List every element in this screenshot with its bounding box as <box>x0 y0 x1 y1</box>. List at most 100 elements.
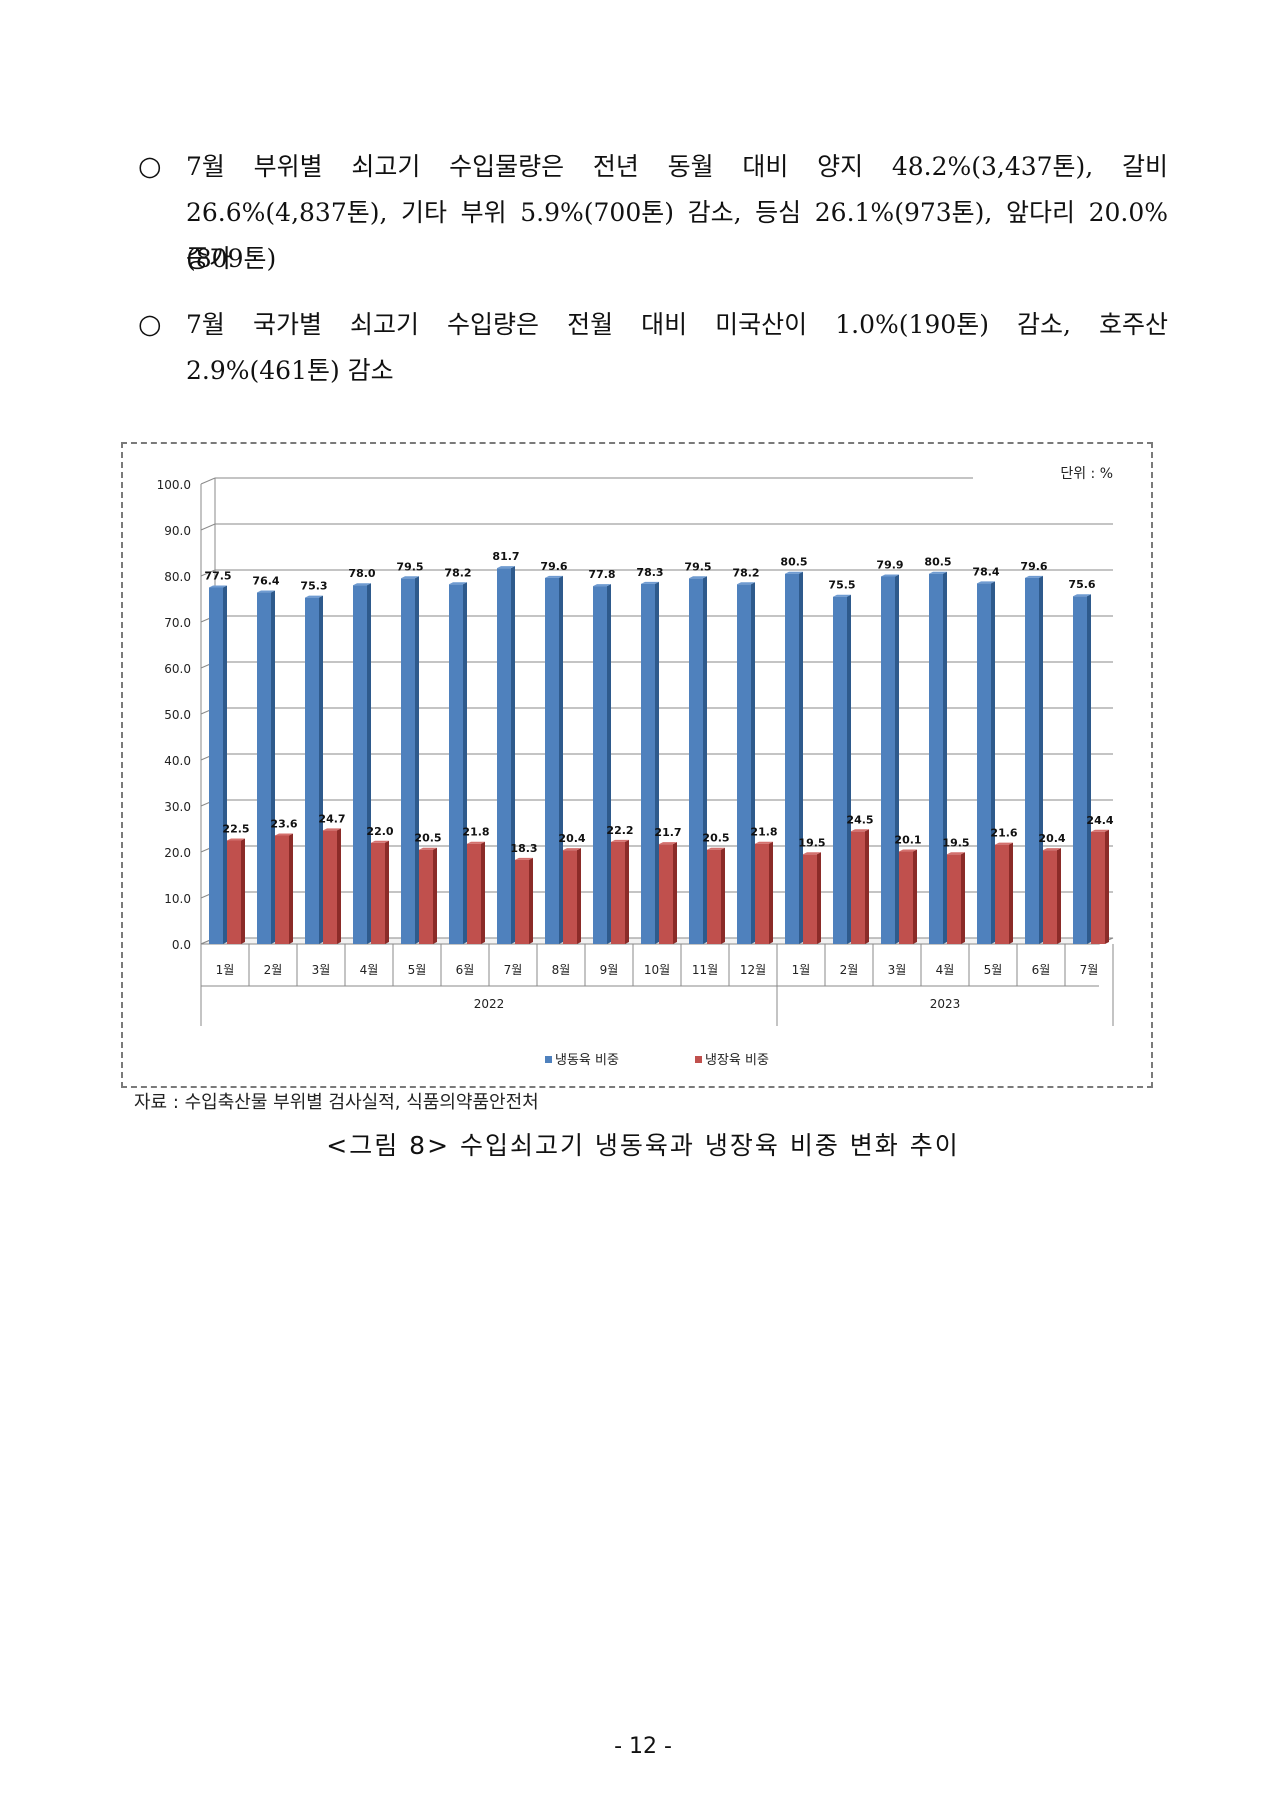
x-tick-label: 1월 <box>216 963 235 977</box>
bar-top <box>995 842 1013 845</box>
bullet-circle-icon: ○ <box>138 309 162 340</box>
data-label: 18.3 <box>510 842 537 855</box>
bar-side <box>271 590 275 944</box>
bar-top <box>227 838 245 841</box>
data-label: 22.2 <box>606 824 633 837</box>
bar-frozen <box>881 576 895 944</box>
source-note: 자료 : 수입축산물 부위별 검사실적, 식품의약품안전처 <box>134 1092 539 1113</box>
data-label: 20.5 <box>702 832 729 845</box>
x-tick-label: 7월 <box>1080 963 1099 977</box>
data-label: 80.5 <box>924 556 951 569</box>
bar-top <box>257 590 275 593</box>
x-tick-label: 11월 <box>692 963 718 977</box>
bar-chilled <box>707 849 721 944</box>
bar-chilled <box>611 841 625 944</box>
bar-side <box>607 584 611 944</box>
data-label: 24.5 <box>846 813 873 826</box>
bar-frozen <box>449 584 463 944</box>
bar-top <box>305 595 323 598</box>
bar-side <box>991 581 995 944</box>
bar-chilled <box>899 851 913 944</box>
bullet-1-line-2: 26.6%(4,837톤), 기타 부위 5.9%(700톤) 감소, 등심 2… <box>186 198 1168 273</box>
bar-frozen <box>401 578 415 944</box>
data-label: 79.5 <box>396 560 423 573</box>
bar-chilled <box>851 831 865 944</box>
bar-side <box>1039 575 1043 944</box>
bar-top <box>401 576 419 579</box>
bar-frozen <box>209 587 223 944</box>
y-tick-label: 80.0 <box>164 570 191 584</box>
bar-side <box>721 847 725 944</box>
bar-top <box>833 594 851 597</box>
data-label: 77.8 <box>588 568 615 581</box>
bar-top <box>371 840 389 843</box>
bar-top <box>1073 594 1091 597</box>
bar-side <box>319 595 323 944</box>
group-label: 2022 <box>474 997 505 1011</box>
bar-side <box>817 852 821 944</box>
bar-top <box>1043 848 1061 851</box>
bar-chilled <box>755 843 769 944</box>
chart-frame: 0.0 10.0 20.0 30.0 40.0 50.0 60.0 70.0 80.0 90.0 1… <box>121 442 1153 1088</box>
y-tick-label: 0.0 <box>172 938 191 952</box>
gridline-depth <box>200 523 216 531</box>
bullet-paragraph-1: ○ 7월 부위별 쇠고기 수입물량은 전년 동월 대비 양지 48.2%(3,4… <box>138 144 1168 284</box>
x-tick-label: 6월 <box>1032 963 1051 977</box>
bar-top <box>977 581 995 584</box>
bar-top <box>641 581 659 584</box>
bar-top <box>353 583 371 586</box>
bar-frozen <box>305 597 319 944</box>
y-tick-label: 40.0 <box>164 754 191 768</box>
x-tick-label: 1월 <box>792 963 811 977</box>
bar-side <box>511 566 515 944</box>
bar-top <box>419 847 437 850</box>
bar-top <box>593 584 611 587</box>
bar-chilled <box>803 854 817 944</box>
x-tick-label: 4월 <box>936 963 955 977</box>
bar-chart: 0.0 10.0 20.0 30.0 40.0 50.0 60.0 70.0 80.0 90.0 1… <box>157 466 1114 1068</box>
bar-top <box>449 582 467 585</box>
x-tick-label: 5월 <box>984 963 1003 977</box>
data-label: 19.5 <box>942 836 969 849</box>
bar-side <box>847 594 851 944</box>
bar-top <box>899 849 917 852</box>
data-label: 21.6 <box>990 827 1017 840</box>
bar-top <box>755 841 773 844</box>
bar-top <box>785 571 803 574</box>
gridline-depth <box>200 569 216 577</box>
x-tick-label: 4월 <box>360 963 379 977</box>
data-label: 19.5 <box>798 836 825 849</box>
data-label: 21.8 <box>462 826 489 839</box>
bar-top <box>851 829 869 832</box>
bar-frozen <box>929 573 943 944</box>
bar-top <box>881 574 899 577</box>
bar-side <box>367 583 371 944</box>
bar-frozen <box>257 592 271 944</box>
bar-side <box>769 841 773 944</box>
bar-chilled <box>947 854 961 944</box>
data-label: 78.2 <box>444 566 471 579</box>
bar-chilled <box>227 840 241 944</box>
bar-side <box>625 839 629 944</box>
bar-side <box>433 847 437 944</box>
bar-frozen <box>977 583 991 944</box>
x-tick-label: 3월 <box>312 963 331 977</box>
y-tick-label: 20.0 <box>164 846 191 860</box>
unit-label: 단위 : % <box>1060 466 1113 482</box>
bar-chilled <box>515 859 529 944</box>
legend-swatch <box>545 1056 552 1063</box>
bullet-2-line-2: 2.9%(461톤) 감소 <box>186 356 394 385</box>
data-label: 22.0 <box>366 825 393 838</box>
bar-chilled <box>563 850 577 944</box>
bar-frozen <box>833 596 847 944</box>
data-label: 22.5 <box>222 823 249 836</box>
bar-side <box>385 840 389 944</box>
bar-side <box>961 852 965 944</box>
x-tick-label: 2월 <box>840 963 859 977</box>
bar-chilled <box>659 844 673 944</box>
bullet-1-line-3: 증가 <box>186 244 233 273</box>
bar-side <box>673 842 677 944</box>
data-label: 24.7 <box>318 812 345 825</box>
data-label: 75.3 <box>300 580 327 593</box>
data-label: 79.6 <box>1020 560 1047 573</box>
